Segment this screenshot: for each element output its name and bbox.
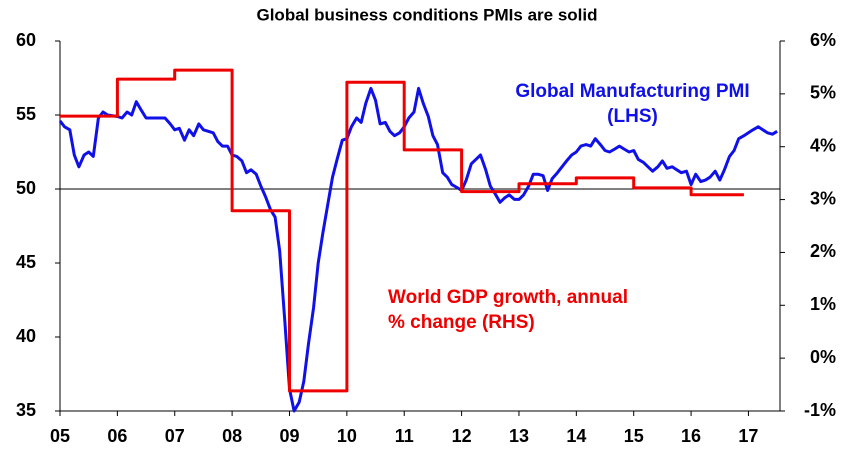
x-tick-label: 16 [681,426,701,446]
series-label: Global Manufacturing PMI (LHS) [515,81,750,127]
y2-tick-label: 0% [810,347,836,367]
x-tick-label: 17 [738,426,758,446]
series-line [58,86,778,413]
y-tick-label: 55 [16,104,36,124]
y2-tick-label: 2% [810,241,836,261]
x-tick-label: 14 [566,426,586,446]
x-tick-label: 05 [50,426,70,446]
x-tick-label: 15 [624,426,644,446]
series-label: World GDP growth, annual % change (RHS) [388,287,628,333]
y-tick-label: 40 [16,326,36,346]
x-tick-label: 06 [107,426,127,446]
y-tick-label: 50 [16,178,36,198]
series-line [60,68,744,393]
y2-tick-label: 1% [810,294,836,314]
y-tick-label: 35 [16,400,36,420]
x-tick-label: 08 [222,426,242,446]
y2-tick-label: 6% [810,30,836,50]
x-tick-label: 13 [509,426,529,446]
y2-tick-label: -1% [804,400,836,420]
y-tick-label: 45 [16,252,36,272]
y-tick-label: 60 [16,30,36,50]
x-tick-label: 11 [395,426,414,446]
y2-tick-label: 3% [810,188,836,208]
x-tick-label: 12 [452,426,472,446]
x-tick-label: 07 [165,426,185,446]
x-tick-label: 10 [337,426,357,446]
y2-tick-label: 5% [810,83,836,103]
x-tick-label: 09 [279,426,299,446]
chart-title: Global business conditions PMIs are soli… [256,5,597,24]
y2-tick-label: 4% [810,135,836,155]
